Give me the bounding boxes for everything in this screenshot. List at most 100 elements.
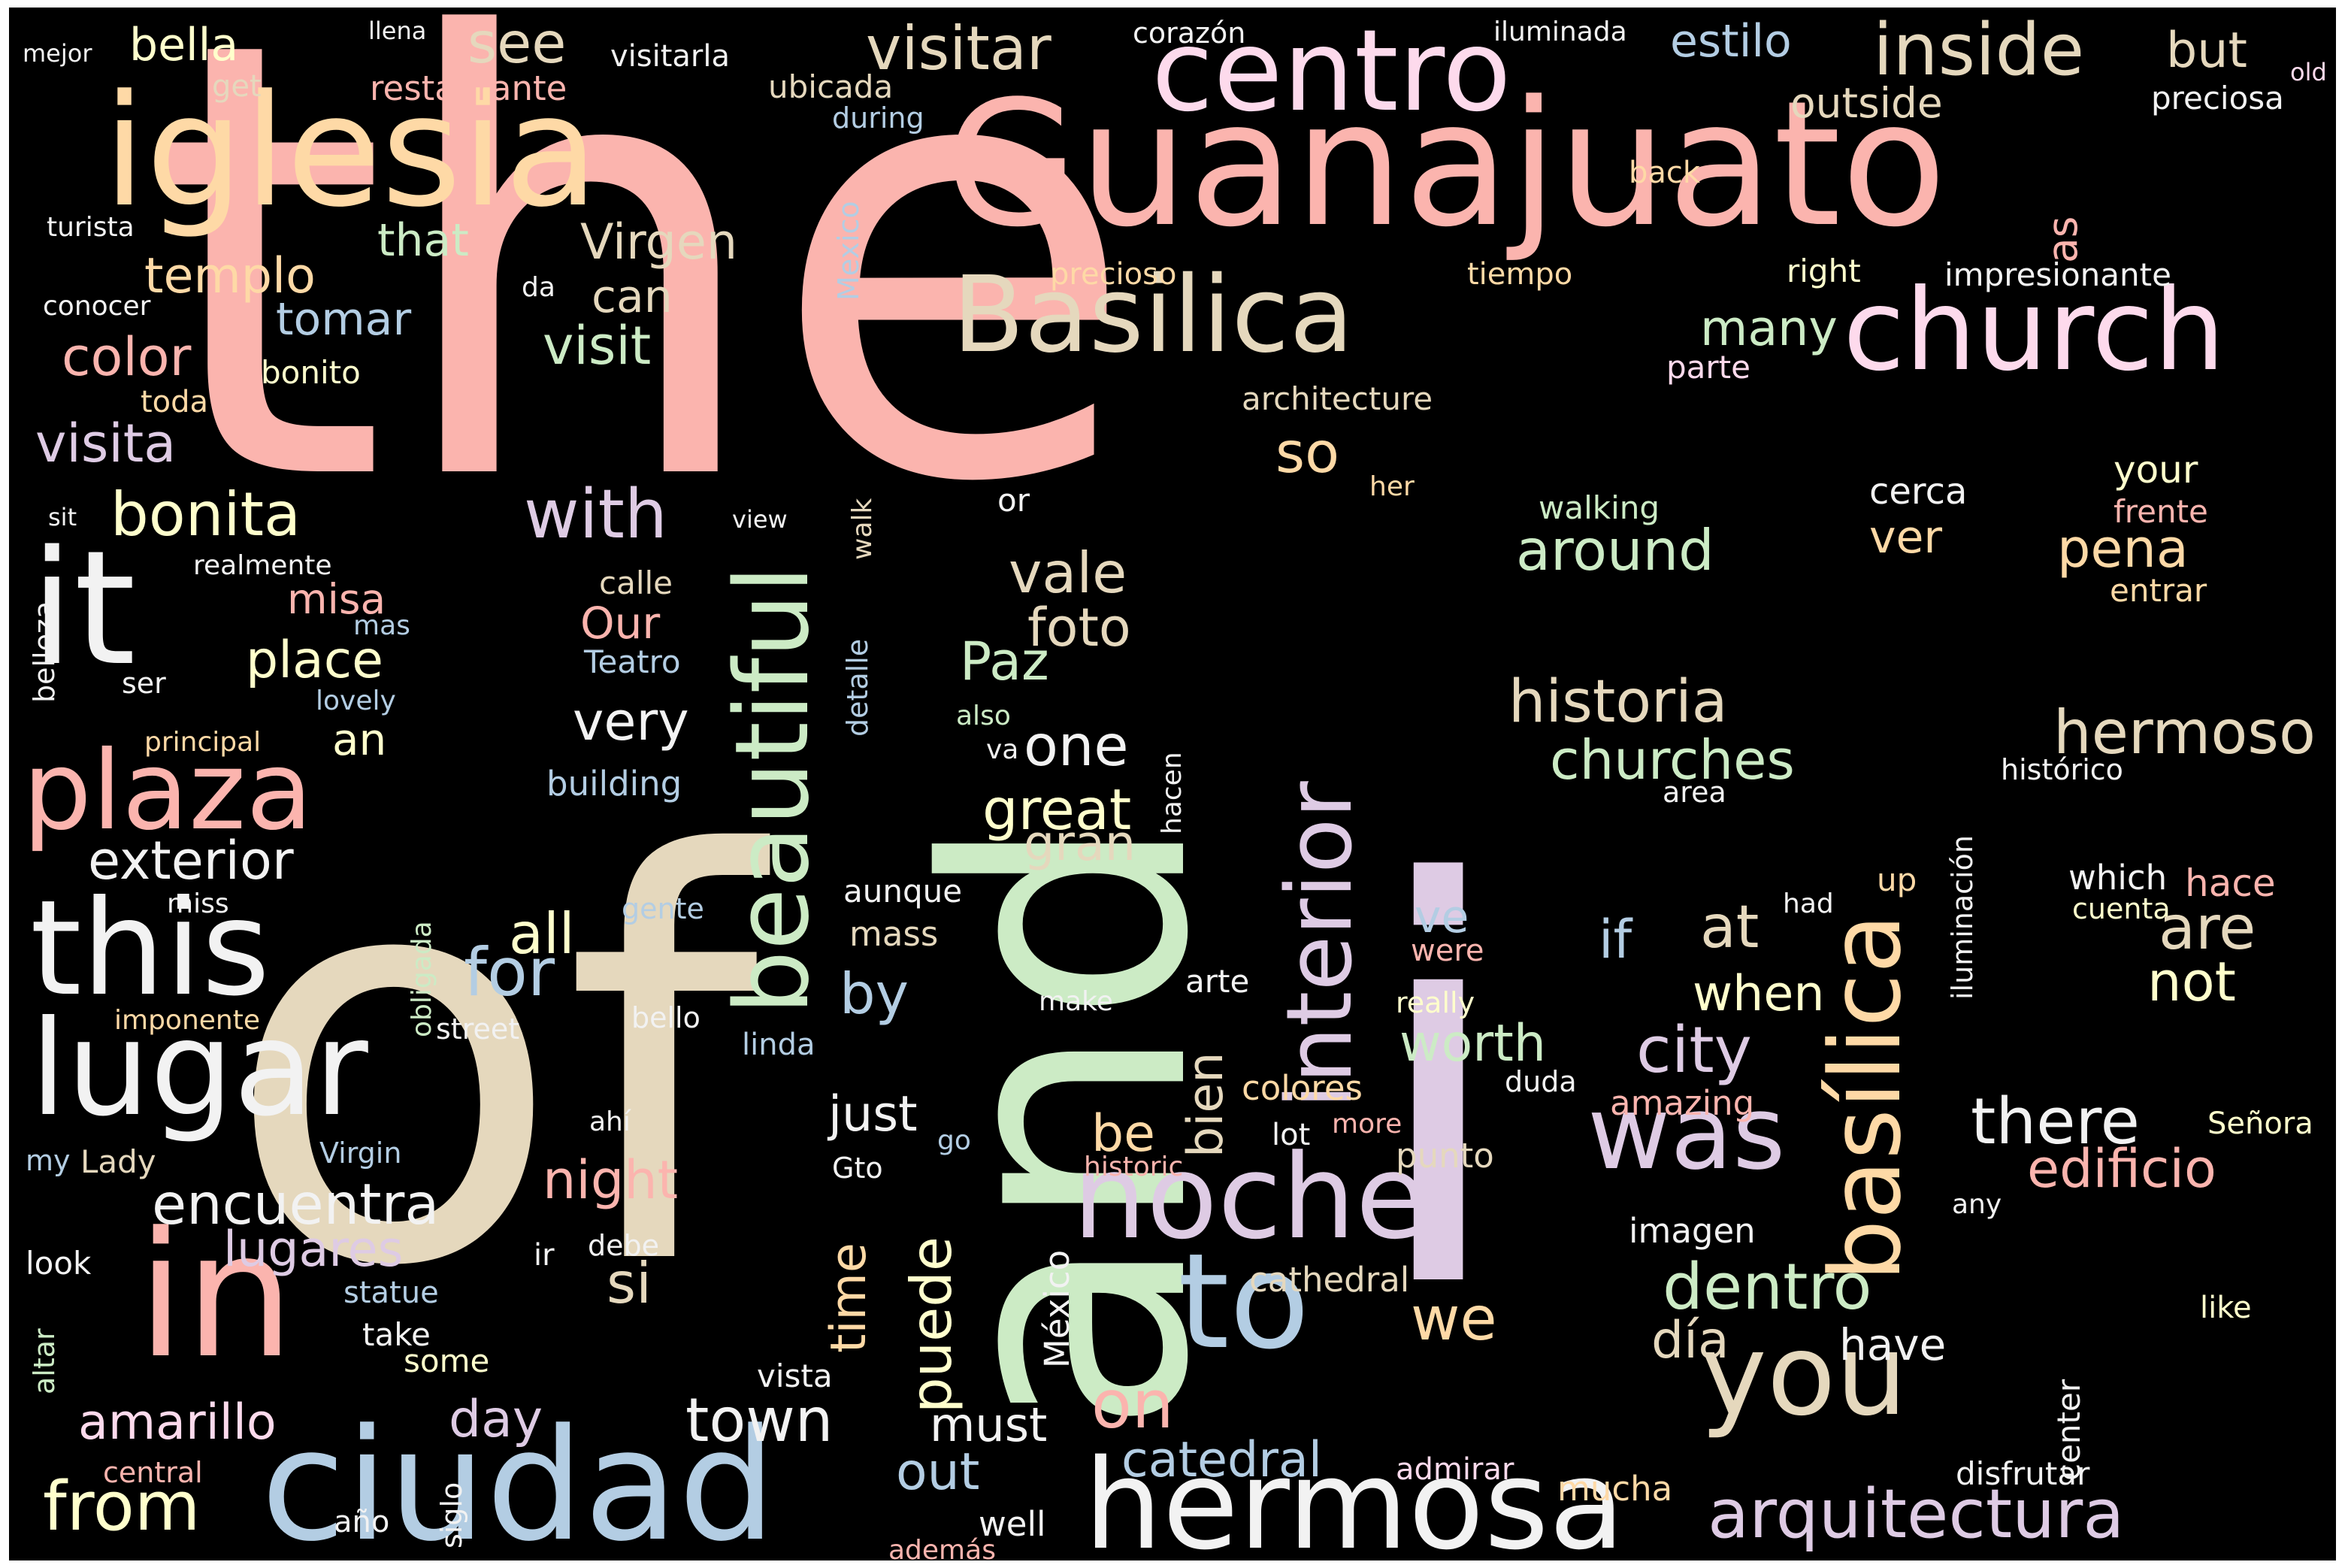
word-in: in: [137, 1196, 295, 1397]
word-at: at: [1700, 894, 1760, 961]
word-centro: centro: [1151, 8, 1511, 137]
word-which: which: [2068, 858, 2168, 898]
word-mass: mass: [849, 914, 939, 954]
word-ciudad: ciudad: [261, 1397, 776, 1561]
word-templo: templo: [144, 248, 316, 304]
word-one: one: [1024, 713, 1129, 779]
word-teatro: Teatro: [584, 643, 681, 680]
word-hermosa: hermosa: [1084, 1433, 1625, 1561]
word-paz: Paz: [960, 631, 1049, 692]
word-make: make: [1039, 986, 1113, 1017]
word-street: street: [436, 1013, 520, 1046]
word-many: many: [1700, 301, 1838, 357]
word-cloud: the and of i Guanajuato iglesia Basilica…: [9, 8, 2336, 1560]
word-lady: Lady: [80, 1143, 156, 1180]
word-historia: historia: [1508, 668, 1728, 736]
word-place: place: [246, 631, 383, 690]
word-historico: histórico: [2001, 753, 2123, 786]
word-out: out: [896, 1442, 980, 1502]
word-obligada: obligada: [407, 921, 437, 1037]
word-with: with: [524, 475, 667, 554]
word-ir: ir: [534, 1238, 555, 1273]
word-pena: pena: [2057, 518, 2189, 580]
word-disfrutar: disfrutar: [1956, 1455, 2090, 1492]
word-right: right: [1787, 253, 1861, 289]
word-some: some: [404, 1342, 490, 1379]
word-imponente: imponente: [114, 1005, 260, 1036]
word-so: so: [1275, 419, 1339, 486]
word-just: just: [828, 1086, 918, 1143]
word-toda: toda: [141, 385, 209, 419]
word-during: during: [832, 101, 924, 135]
word-take: take: [362, 1316, 431, 1353]
word-have: have: [1839, 1319, 1947, 1370]
word-hermoso: hermoso: [2053, 698, 2316, 767]
word-iluminacion: iluminación: [1946, 835, 1979, 1000]
word-dia: día: [1651, 1311, 1729, 1370]
word-tomar: tomar: [276, 293, 412, 346]
word-guanajuato: Guanajuato: [945, 65, 1947, 265]
word-on: on: [1091, 1366, 1174, 1443]
word-from: from: [43, 1467, 201, 1546]
word-turista: turista: [47, 212, 135, 243]
word-ver: ver: [1869, 511, 1943, 564]
word-mas: mas: [353, 610, 410, 641]
word-day: day: [449, 1390, 543, 1449]
word-it: it: [30, 516, 136, 701]
word-mexico-accent: México: [1037, 1249, 1077, 1368]
word-impresionante: impresionante: [1944, 256, 2171, 293]
word-senora: Señora: [2207, 1106, 2313, 1141]
word-town: town: [685, 1385, 834, 1455]
word-principal: principal: [144, 727, 262, 758]
word-cuenta: cuenta: [2072, 892, 2171, 925]
word-bella: bella: [129, 19, 239, 71]
word-my: my: [26, 1144, 71, 1177]
word-are: are: [2159, 893, 2256, 963]
word-bonita: bonita: [110, 480, 301, 549]
word-visitarla: visitarla: [610, 39, 731, 74]
word-bonito: bonito: [261, 354, 361, 391]
word-i: i: [1362, 770, 1514, 1409]
word-get: get: [212, 69, 262, 104]
word-entrar: entrar: [2110, 572, 2207, 609]
word-parte: parte: [1666, 349, 1750, 386]
word-lugares: lugares: [223, 1221, 404, 1278]
word-linda: linda: [742, 1028, 815, 1062]
word-of: of: [223, 740, 760, 1388]
word-or: or: [997, 482, 1030, 519]
word-gente: gente: [622, 892, 704, 925]
word-belleza: belleza: [28, 601, 61, 703]
word-really: really: [1396, 986, 1475, 1019]
word-vista: vista: [757, 1358, 833, 1394]
word-mexico-plain: Mexico: [832, 201, 865, 301]
word-see: see: [467, 10, 567, 76]
word-this: this: [30, 873, 271, 1025]
word-back: back: [1629, 156, 1701, 190]
word-by: by: [840, 961, 909, 1027]
word-there: there: [1971, 1085, 2140, 1159]
word-city: city: [1636, 1013, 1752, 1088]
word-amarillo: amarillo: [78, 1394, 277, 1451]
word-iglesia: iglesia: [103, 62, 599, 241]
word-central: central: [103, 1456, 203, 1489]
word-virgin: Virgin: [319, 1137, 402, 1170]
word-but: but: [2166, 23, 2247, 79]
word-altar: altar: [28, 1328, 61, 1394]
word-night: night: [543, 1149, 679, 1211]
word-plaza: plaza: [23, 728, 313, 855]
word-ser: ser: [122, 667, 166, 700]
word-duda: duda: [1505, 1065, 1577, 1098]
word-your: your: [2114, 448, 2198, 492]
word-great: great: [982, 776, 1132, 843]
word-gto: Gto: [832, 1152, 883, 1185]
word-lot: lot: [1272, 1118, 1311, 1152]
word-mucha: mucha: [1557, 1469, 1673, 1509]
word-not: not: [2147, 950, 2236, 1013]
word-bien: bien: [1178, 1052, 1234, 1158]
word-mejor: mejor: [23, 39, 92, 68]
word-encuentra: encuentra: [152, 1171, 440, 1237]
word-basilica: Basilica: [952, 254, 1354, 377]
word-si: si: [607, 1250, 652, 1316]
word-siglo: siglo: [435, 1482, 468, 1548]
word-imagen: imagen: [1629, 1211, 1756, 1251]
